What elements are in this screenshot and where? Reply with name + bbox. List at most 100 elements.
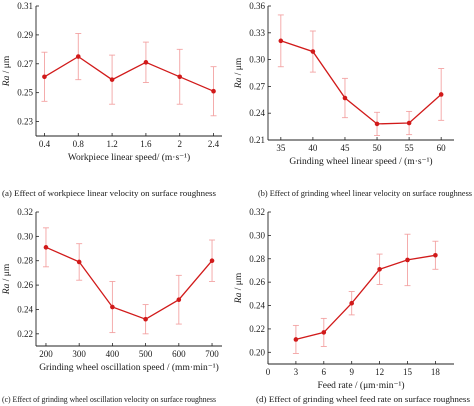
y-axis-label-unit: / μm (234, 272, 244, 292)
data-point (109, 77, 115, 82)
series-line (45, 246, 213, 320)
data-point (177, 74, 183, 80)
y-tick-label: 0.30 (17, 231, 33, 241)
y-tick-label: 0.26 (17, 280, 33, 290)
chart-panel-1: 0.21 0.24 0.27 0.30 0.33 0.36 35 40 45 50 55 60 Ra /… (234, 1, 472, 198)
y-tick-label: 0.23 (17, 117, 33, 127)
y-axis-label-unit: / μm (2, 55, 12, 75)
chart-panel-2: 0.22 0.24 0.26 0.28 0.30 0.32 200 300 400 500 600 7… (2, 207, 222, 404)
y-axis-label-symbol: Ra (2, 283, 12, 295)
data-point (143, 316, 148, 322)
figure-caption: (a) Effect of workpiece linear velocity … (2, 189, 216, 198)
data-point (405, 257, 410, 263)
y-axis-label-symbol: Ra (2, 75, 12, 87)
y-tick-label: 0.28 (249, 254, 265, 264)
x-tick-label: 6 (322, 367, 327, 377)
x-tick-label: 18 (431, 367, 441, 377)
x-tick-label: 0.8 (73, 139, 85, 149)
x-tick-label: 1.6 (140, 139, 152, 149)
data-point (310, 49, 316, 54)
figure-caption: (d) Effect of grinding wheel feed rate o… (256, 395, 470, 404)
x-tick-label: 45 (340, 143, 350, 153)
y-tick-label: 0.36 (249, 1, 265, 11)
series-line (44, 55, 214, 92)
chart-panel-0: 0.23 0.25 0.27 0.29 0.31 0.4 0.8 1.2 1.6 2 2.4 Ra /… (2, 1, 222, 198)
y-axis-label-symbol: Ra (234, 77, 244, 89)
x-tick-label: 12 (375, 367, 384, 377)
data-point (438, 92, 444, 97)
data-point (406, 120, 412, 126)
data-point (211, 88, 216, 94)
y-tick-label: 0.24 (17, 304, 33, 314)
data-point (209, 258, 215, 264)
y-tick-label: 0.20 (249, 347, 265, 357)
y-tick-label: 0.26 (249, 277, 265, 287)
series-line (295, 254, 436, 341)
data-point (377, 266, 382, 272)
data-point (176, 297, 182, 303)
x-tick-label: 300 (72, 349, 86, 359)
y-tick-label: 0.30 (249, 230, 265, 240)
data-point (278, 38, 284, 44)
data-point (75, 54, 81, 59)
x-tick-label: 600 (172, 349, 186, 359)
data-point (349, 300, 355, 306)
y-tick-label: 0.31 (17, 1, 33, 11)
data-point (43, 245, 49, 250)
x-tick-label: 400 (106, 349, 120, 359)
x-tick-label: 60 (437, 143, 447, 153)
x-tick-label: 55 (405, 143, 415, 153)
y-tick-label: 0.24 (249, 108, 265, 118)
y-axis-label: Ra / μm (234, 272, 244, 304)
x-axis-label: Grinding wheel oscillation speed / (mm·m… (39, 362, 219, 373)
data-point (42, 74, 47, 80)
data-point (433, 252, 438, 258)
y-tick-label: 0.24 (249, 301, 265, 311)
x-tick-label: 0 (266, 367, 271, 377)
y-tick-label: 0.25 (17, 88, 33, 98)
data-point (293, 337, 299, 342)
y-axis-label: Ra / μm (2, 263, 12, 295)
x-tick-label: 2.4 (208, 139, 220, 149)
y-tick-label: 0.32 (17, 207, 33, 217)
x-tick-label: 50 (373, 143, 383, 153)
data-point (76, 259, 82, 265)
x-tick-label: 200 (39, 349, 53, 359)
figure-caption: (c) Effect of grinding wheel oscillation… (2, 395, 216, 404)
x-tick-label: 35 (276, 143, 286, 153)
x-tick-label: 0.4 (39, 139, 51, 149)
x-tick-label: 3 (294, 367, 299, 377)
y-tick-label: 0.22 (249, 324, 265, 334)
x-tick-label: 15 (403, 367, 413, 377)
y-tick-label: 0.27 (249, 81, 265, 91)
data-point (374, 121, 380, 127)
data-point (342, 95, 348, 101)
data-point (110, 304, 115, 310)
y-axis-label-unit: / μm (2, 263, 12, 283)
x-tick-label: 2 (177, 139, 182, 149)
y-axis-label: Ra / μm (234, 57, 244, 89)
x-tick-label: 1.2 (106, 139, 117, 149)
x-tick-label: 9 (349, 367, 354, 377)
x-axis-label: Workpiece linear speed/ (m·s⁻¹) (68, 152, 190, 163)
y-axis-label-symbol: Ra (234, 292, 244, 304)
y-tick-label: 0.33 (249, 28, 265, 38)
x-tick-label: 700 (205, 349, 219, 359)
y-tick-label: 0.21 (249, 135, 265, 145)
chart-panel-3: 0.20 0.22 0.24 0.26 0.28 0.30 0.32 0 3 6 9 12 15 18 Ra… (234, 207, 470, 404)
x-tick-label: 40 (308, 143, 318, 153)
data-point (321, 330, 327, 335)
x-tick-label: 500 (139, 349, 153, 359)
y-tick-label: 0.27 (17, 59, 33, 69)
figure-caption: (b) Effect of grinding wheel linear velo… (258, 189, 472, 198)
series-line (280, 40, 442, 125)
y-tick-label: 0.32 (249, 207, 265, 217)
y-tick-label: 0.28 (17, 256, 33, 266)
y-tick-label: 0.22 (17, 329, 33, 339)
x-axis-label: Grinding wheel linear speed / (m·s⁻¹) (289, 156, 432, 167)
x-axis-label: Feed rate / (μm·min⁻¹) (317, 380, 404, 391)
y-tick-label: 0.29 (17, 30, 33, 40)
y-axis-label: Ra / μm (2, 55, 12, 87)
y-axis-label-unit: / μm (234, 57, 244, 77)
